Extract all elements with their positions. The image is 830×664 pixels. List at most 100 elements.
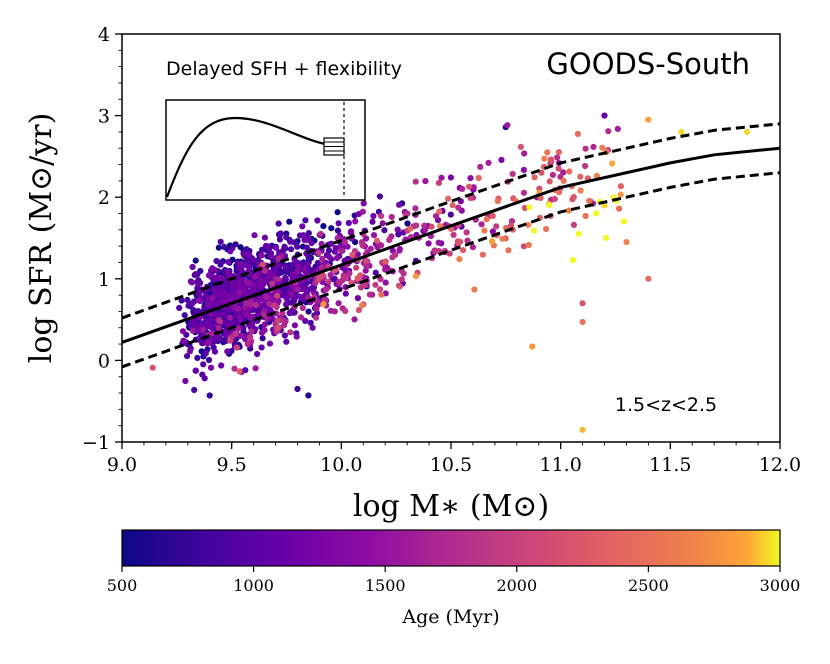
scatter-point bbox=[305, 230, 312, 237]
colorbar-tick-label: 1500 bbox=[365, 576, 406, 595]
scatter-point bbox=[493, 223, 500, 230]
scatter-point bbox=[249, 257, 256, 264]
scatter-point bbox=[370, 232, 378, 239]
scatter-point bbox=[221, 243, 228, 250]
scatter-point bbox=[227, 337, 234, 344]
y-tick-label: −1 bbox=[82, 432, 110, 454]
scatter-point bbox=[398, 276, 405, 283]
scatter-point bbox=[325, 253, 332, 260]
scatter-point bbox=[261, 234, 268, 241]
scatter-point bbox=[245, 280, 252, 287]
scatter-point bbox=[176, 304, 183, 311]
scatter-point bbox=[299, 223, 306, 230]
scatter-point bbox=[354, 275, 361, 282]
scatter-point bbox=[361, 281, 368, 289]
scatter-point bbox=[335, 300, 342, 307]
scatter-point bbox=[489, 238, 496, 245]
scatter-point bbox=[338, 247, 345, 254]
scatter-point bbox=[231, 365, 238, 372]
scatter-point bbox=[178, 297, 185, 304]
scatter-point bbox=[328, 225, 335, 232]
scatter-point bbox=[226, 314, 234, 321]
scatter-point bbox=[184, 296, 191, 303]
scatter-point bbox=[614, 125, 621, 132]
scatter-point bbox=[525, 221, 532, 228]
scatter-point bbox=[272, 244, 280, 251]
scatter-point bbox=[299, 304, 306, 312]
scatter-point bbox=[314, 217, 321, 224]
scatter-point bbox=[395, 231, 402, 238]
scatter-point bbox=[320, 223, 327, 230]
scatter-point bbox=[247, 334, 254, 341]
scatter-point bbox=[307, 319, 314, 326]
scatter-point bbox=[196, 335, 203, 342]
scatter-point bbox=[195, 280, 202, 287]
scatter-point bbox=[544, 149, 551, 156]
scatter-point bbox=[316, 275, 323, 282]
scatter-point bbox=[253, 301, 260, 309]
scatter-point bbox=[450, 231, 457, 238]
scatter-point bbox=[192, 257, 199, 264]
scatter-point bbox=[346, 270, 353, 277]
scatter-point bbox=[678, 128, 685, 135]
scatter-point bbox=[353, 264, 360, 271]
scatter-point bbox=[494, 198, 501, 205]
scatter-point bbox=[334, 227, 341, 234]
scatter-point bbox=[549, 171, 557, 178]
scatter-point bbox=[218, 275, 225, 282]
scatter-point bbox=[456, 256, 463, 263]
scatter-point bbox=[363, 258, 370, 265]
scatter-point bbox=[189, 300, 196, 307]
scatter-point bbox=[520, 189, 528, 196]
x-axis-label: log M∗ (M⊙) bbox=[353, 489, 549, 524]
scatter-point bbox=[464, 237, 471, 244]
scatter-point bbox=[237, 332, 244, 339]
scatter-point bbox=[605, 128, 612, 135]
scatter-point bbox=[296, 293, 303, 300]
scatter-point bbox=[569, 257, 577, 264]
scatter-point bbox=[599, 144, 606, 151]
scatter-point bbox=[344, 243, 351, 250]
scatter-point bbox=[351, 316, 358, 323]
scatter-point bbox=[259, 261, 266, 268]
scatter-point bbox=[412, 205, 419, 212]
scatter-point bbox=[582, 145, 589, 152]
scatter-point bbox=[249, 286, 256, 293]
scatter-point bbox=[276, 236, 283, 243]
scatter-point bbox=[258, 344, 265, 351]
scatter-point bbox=[253, 281, 260, 289]
scatter-point bbox=[566, 168, 573, 175]
scatter-point bbox=[331, 275, 338, 282]
scatter-point bbox=[455, 204, 462, 211]
scatter-point bbox=[245, 263, 252, 270]
scatter-point bbox=[445, 195, 452, 202]
scatter-point bbox=[574, 130, 582, 137]
scatter-point bbox=[526, 204, 533, 211]
scatter-point bbox=[382, 279, 389, 286]
scatter-point bbox=[243, 300, 250, 307]
scatter-point bbox=[593, 210, 600, 217]
scatter-point bbox=[236, 368, 243, 375]
scatter-point bbox=[186, 348, 194, 355]
scatter-point bbox=[447, 211, 454, 218]
scatter-point bbox=[182, 377, 189, 385]
scatter-point bbox=[447, 174, 454, 181]
sfh-inset bbox=[165, 99, 366, 201]
scatter-point bbox=[258, 252, 265, 259]
scatter-point bbox=[475, 174, 482, 182]
scatter-point bbox=[348, 228, 355, 235]
scatter-point bbox=[196, 297, 203, 304]
colorbar-ticks: 500 1000 1500 2000 2500 3000 bbox=[107, 566, 800, 595]
scatter-point bbox=[590, 143, 597, 150]
scatter-point bbox=[422, 178, 429, 185]
scatter-point bbox=[543, 225, 550, 233]
scatter-point bbox=[252, 365, 259, 372]
scatter-point bbox=[205, 300, 212, 308]
scatter-point bbox=[189, 327, 196, 334]
scatter-point bbox=[331, 248, 338, 255]
scatter-point bbox=[249, 321, 256, 328]
scatter-point bbox=[412, 273, 419, 280]
scatter-point bbox=[229, 284, 236, 291]
scatter-point bbox=[217, 318, 224, 325]
scatter-point bbox=[261, 321, 268, 328]
